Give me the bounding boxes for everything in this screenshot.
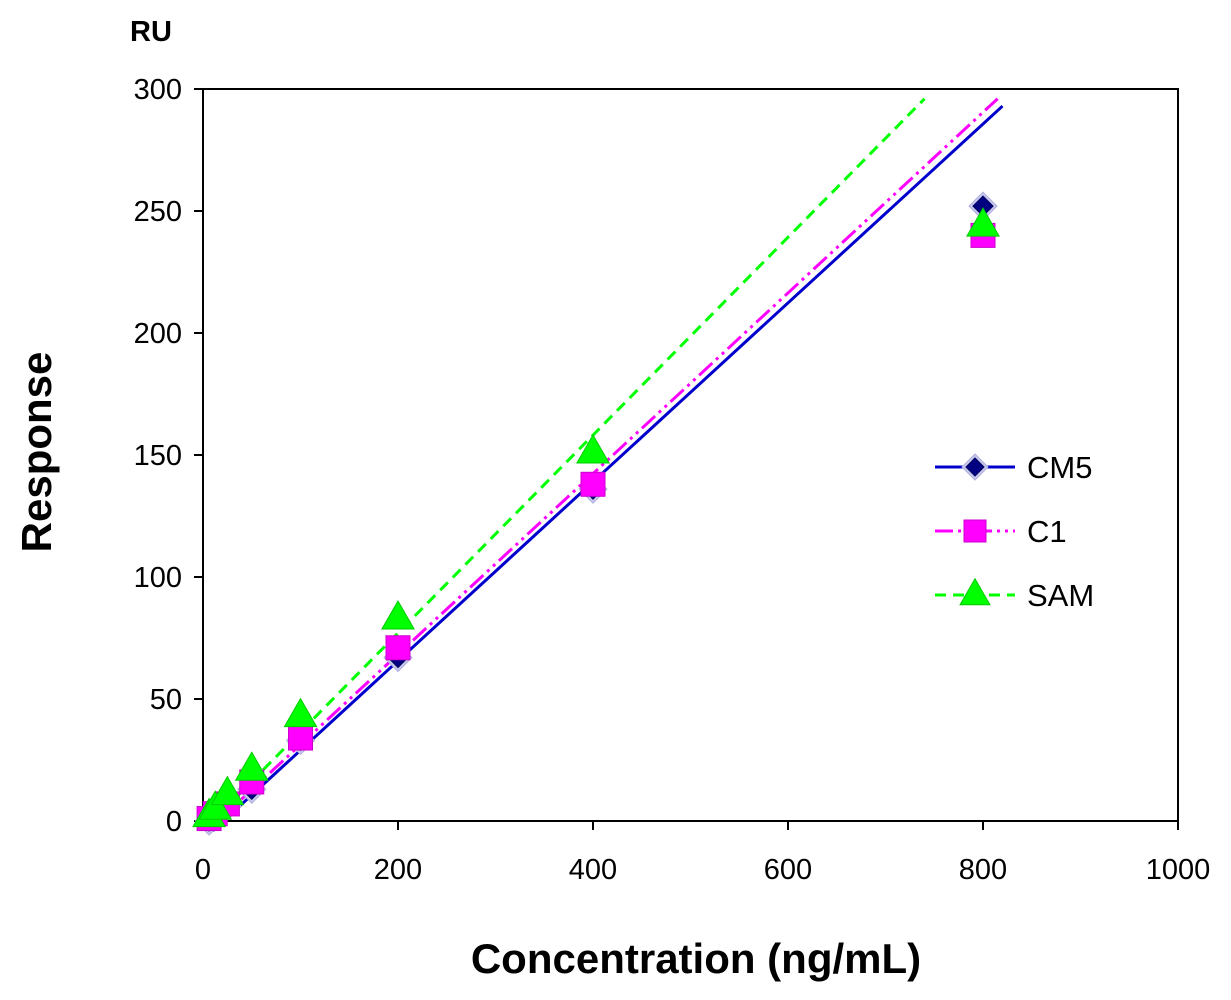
marker-shape [210, 775, 245, 806]
x-tick-label: 400 [569, 854, 617, 886]
x-tick-label: 600 [764, 854, 812, 886]
legend: CM5 C1 SAM [935, 450, 1094, 613]
legend-label-cm5: CM5 [1027, 450, 1092, 485]
unit-label: RU [130, 16, 172, 48]
data-point-cm5 [968, 191, 998, 221]
trendlines [211, 97, 1004, 832]
x-tick-label: 800 [959, 854, 1007, 886]
trendline-c1 [211, 97, 999, 827]
data-point-sam [966, 207, 1000, 237]
y-tick-label: 200 [134, 318, 182, 350]
marker-shape [963, 519, 987, 543]
x-tick-labels: 0 200 400 600 800 1000 [195, 854, 1210, 886]
y-tick-label: 100 [134, 562, 182, 594]
x-tick-label: 200 [374, 854, 422, 886]
x-axis-title: Concentration (ng/mL) [471, 935, 921, 982]
data-point-sam [234, 751, 269, 781]
marker-shape [966, 207, 1000, 237]
marker-shape [381, 599, 415, 630]
marker-shape [965, 457, 985, 477]
trendline-sam [211, 97, 926, 823]
data-point-sam [198, 790, 233, 820]
y-tick-label: 300 [134, 74, 182, 106]
marker-shape [288, 725, 313, 751]
x-tick-label: 1000 [1146, 854, 1211, 886]
legend-marker-sam [959, 577, 991, 606]
plot-frame [202, 88, 1179, 822]
y-tick-label: 250 [134, 196, 182, 228]
data-markers [192, 191, 1000, 836]
marker-shape [283, 697, 318, 728]
marker-shape [234, 751, 269, 781]
y-tick-label: 0 [166, 806, 182, 838]
marker-shape [576, 434, 610, 464]
marker-shape [385, 635, 411, 661]
data-point-sam [210, 775, 245, 806]
trendline-cm5 [211, 104, 1004, 832]
marker-shape [959, 577, 991, 606]
marker-shape [198, 790, 233, 820]
legend-label-c1: C1 [1027, 514, 1067, 549]
data-point-sam [576, 434, 610, 464]
data-point-sam [381, 599, 415, 630]
legend-marker-c1 [963, 519, 987, 543]
y-tick-label: 150 [134, 440, 182, 472]
marker-shape [580, 471, 606, 497]
y-tick-label: 50 [150, 684, 182, 716]
y-tick-labels: 0 50 100 150 200 250 300 [134, 74, 182, 838]
y-axis-title: Response [13, 352, 60, 553]
data-point-c1 [385, 635, 411, 661]
legend-marker-cm5 [961, 453, 989, 481]
legend-label-sam: SAM [1027, 578, 1094, 613]
data-point-c1 [288, 725, 313, 751]
data-point-sam [283, 697, 318, 728]
x-tick-label: 0 [195, 854, 211, 886]
data-point-c1 [580, 471, 606, 497]
